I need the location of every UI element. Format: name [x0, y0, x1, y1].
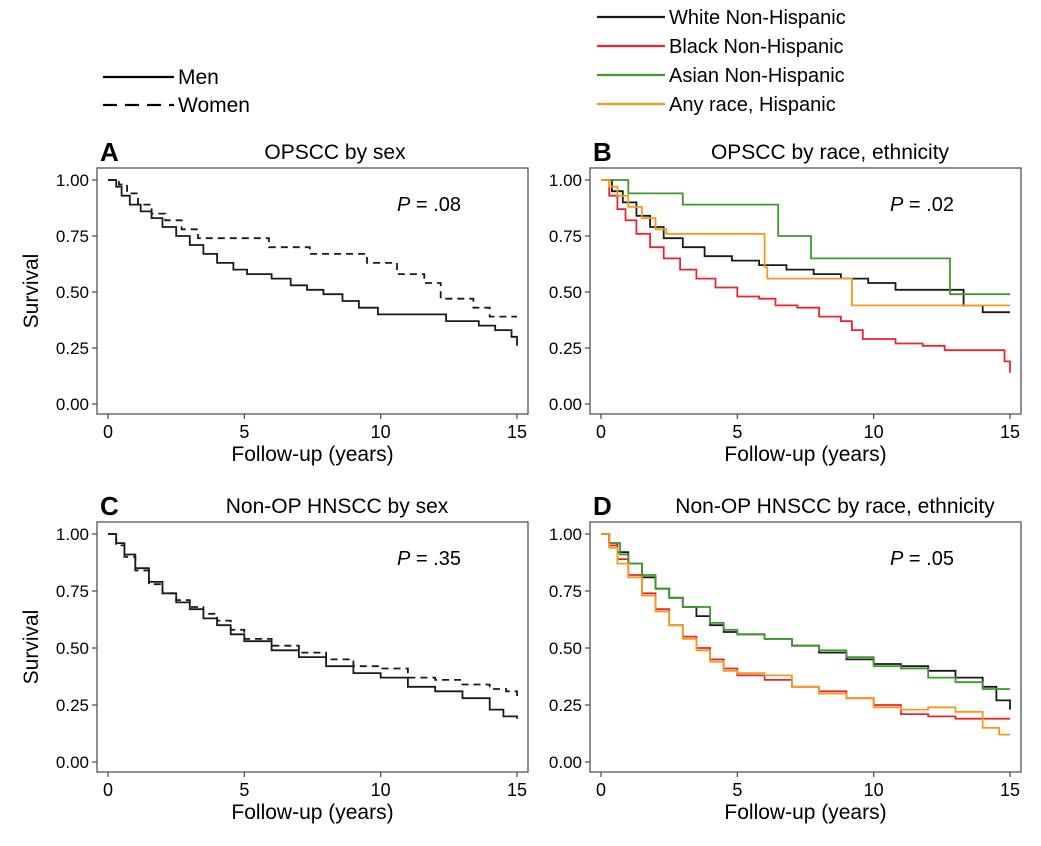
x-axis-label: Follow-up (years)	[231, 443, 393, 466]
p-value-annotation: P = .05	[890, 548, 954, 570]
panel-d: D Non-OP HNSCC by race, ethnicity 0.00 0.25…	[549, 491, 1022, 824]
legend-black-label: Black Non-Hispanic	[669, 36, 844, 58]
y-tick-label: 0.50	[549, 639, 582, 658]
y-tick-label: 1.00	[56, 171, 89, 190]
x-axis-label: Follow-up (years)	[724, 443, 886, 466]
panel-c: C Non-OP HNSCC by sex 0.00 0.25 0.50 0.75 1.00…	[20, 491, 529, 824]
legend-hispanic-label: Any race, Hispanic	[669, 94, 836, 116]
survival-curve-any-race-hispanic	[601, 179, 1010, 307]
y-axis-label: Survival	[20, 254, 43, 329]
legend-asian-label: Asian Non-Hispanic	[669, 65, 845, 87]
plot-frame	[96, 167, 529, 415]
p-value-text: = .35	[410, 548, 461, 570]
p-value-annotation: P = .08	[397, 194, 461, 216]
survival-curve-asian-non-hispanic	[601, 179, 1010, 296]
x-tick-label: 0	[103, 422, 113, 442]
panel-letter: D	[593, 491, 612, 521]
survival-curve-white-non-hispanic	[601, 179, 1010, 314]
panel-title: OPSCC by sex	[264, 141, 406, 164]
p-value-text: = .05	[903, 548, 954, 570]
y-tick-label: 0.50	[549, 283, 582, 302]
y-tick-label: 1.00	[549, 525, 582, 544]
x-tick-label: 5	[732, 422, 742, 442]
x-tick-label: 15	[1000, 780, 1020, 800]
y-tick-label: 0.75	[56, 227, 89, 246]
panel-a: A OPSCC by sex 0.00 0.25 0.50 0.75 1.00 0 5 10 15 F…	[20, 137, 529, 466]
x-axis-label: Follow-up (years)	[231, 801, 393, 824]
y-tick-label: 0.25	[56, 339, 89, 358]
panels: A OPSCC by sex 0.00 0.25 0.50 0.75 1.00 0 5 10 15 F…	[20, 137, 1022, 824]
panel-letter: A	[100, 137, 119, 167]
legend-men-label: Men	[178, 66, 219, 89]
x-tick-label: 5	[239, 422, 249, 442]
panel-letter: B	[593, 137, 612, 167]
plot-frame	[589, 167, 1022, 415]
y-tick-label: 0.25	[549, 696, 582, 715]
y-axis-label: Survival	[20, 610, 43, 685]
y-tick-label: 0.75	[549, 582, 582, 601]
survival-curve-black-non-hispanic	[601, 179, 1011, 373]
panel-title: Non-OP HNSCC by sex	[226, 495, 449, 518]
x-axis-label: Follow-up (years)	[724, 801, 886, 824]
survival-curve-women	[108, 533, 518, 701]
panel-letter: C	[100, 491, 119, 521]
legend-sex: Men Women	[103, 66, 250, 117]
p-value-text: = .02	[903, 194, 954, 216]
y-tick-label: 0.25	[549, 339, 582, 358]
survival-curve-any-race-hispanic	[601, 533, 1010, 736]
x-tick-label: 0	[103, 780, 113, 800]
y-tick-label: 0.75	[56, 582, 89, 601]
survival-curve-men	[108, 179, 518, 346]
p-value-prefix: P	[890, 194, 904, 216]
survival-curve-asian-non-hispanic	[601, 533, 1010, 690]
p-value-prefix: P	[397, 548, 411, 570]
y-tick-label: 0.50	[56, 283, 89, 302]
plot-frame	[96, 521, 529, 773]
legend-white-label: White Non-Hispanic	[669, 7, 846, 29]
p-value-prefix: P	[890, 548, 904, 570]
x-tick-label: 0	[596, 422, 606, 442]
y-tick-label: 0.00	[549, 395, 582, 414]
y-tick-label: 0.00	[56, 753, 89, 772]
x-tick-label: 0	[596, 780, 606, 800]
x-tick-label: 15	[507, 422, 527, 442]
p-value-annotation: P = .02	[890, 194, 954, 216]
x-tick-label: 15	[1000, 422, 1020, 442]
y-tick-label: 0.25	[56, 696, 89, 715]
x-tick-label: 5	[732, 780, 742, 800]
survival-curve-men	[108, 533, 518, 719]
panel-b: B OPSCC by race, ethnicity 0.00 0.25 0.50 0.7…	[549, 137, 1022, 466]
p-value-annotation: P = .35	[397, 548, 461, 570]
survival-curve-women	[108, 179, 517, 318]
legend-race: White Non-Hispanic Black Non-Hispanic As…	[597, 7, 846, 116]
y-tick-label: 1.00	[56, 525, 89, 544]
x-tick-label: 5	[239, 780, 249, 800]
plot-frame	[589, 521, 1022, 773]
y-tick-label: 0.50	[56, 639, 89, 658]
y-tick-label: 0.00	[56, 395, 89, 414]
y-tick-label: 0.75	[549, 227, 582, 246]
x-tick-label: 10	[371, 422, 391, 442]
panel-title: Non-OP HNSCC by race, ethnicity	[675, 495, 995, 518]
y-tick-label: 0.00	[549, 753, 582, 772]
p-value-prefix: P	[397, 194, 411, 216]
x-tick-label: 15	[507, 780, 527, 800]
p-value-text: = .08	[410, 194, 461, 216]
x-tick-label: 10	[864, 422, 884, 442]
x-tick-label: 10	[864, 780, 884, 800]
x-tick-label: 10	[371, 780, 391, 800]
y-tick-label: 1.00	[549, 171, 582, 190]
legend-women-label: Women	[178, 94, 250, 117]
panel-title: OPSCC by race, ethnicity	[711, 141, 950, 164]
